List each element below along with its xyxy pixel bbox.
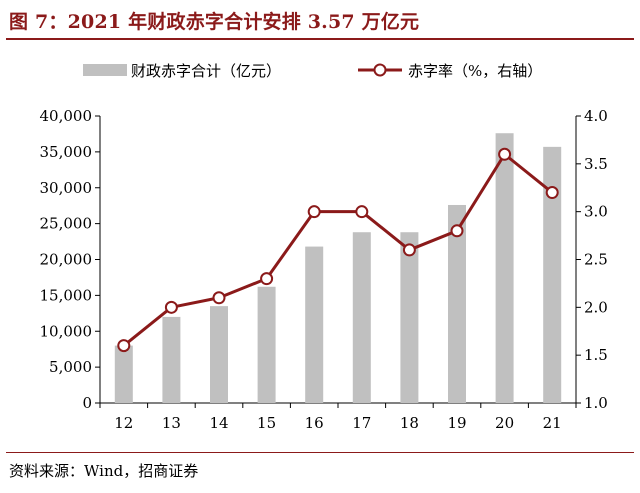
line-point [355, 205, 369, 219]
y-left-tick-label: 35,000 [40, 143, 93, 161]
legend-bar-swatch [83, 64, 127, 76]
bar [495, 133, 514, 403]
y-left-tick-label: 30,000 [40, 179, 93, 197]
line-path [122, 152, 554, 347]
x-tick-label: 13 [162, 414, 181, 432]
line-point [164, 300, 178, 314]
line-point [498, 147, 512, 161]
bar [210, 306, 228, 403]
title-divider [6, 38, 634, 40]
x-tick-label: 20 [495, 414, 514, 432]
y-right-tick-label: 2.5 [584, 251, 608, 269]
x-tick-label: 16 [305, 414, 324, 432]
line-point [402, 243, 416, 257]
bar [448, 204, 466, 403]
line-point [307, 205, 321, 219]
y-left-tick-label: 10,000 [40, 322, 93, 340]
y-right-tick-label: 1.0 [584, 394, 608, 412]
line-point [545, 186, 559, 200]
chart-title: 图 7：2021 年财政赤字合计安排 3.57 万亿元 [9, 11, 420, 33]
y-left-tick-label: 15,000 [40, 286, 93, 304]
legend-line-label: 赤字率（%，右轴） [408, 62, 542, 80]
legend-line-marker [373, 63, 387, 77]
y-right-tick-label: 1.5 [584, 346, 608, 364]
x-tick-label: 17 [352, 414, 371, 432]
x-tick-label: 14 [209, 414, 228, 432]
bar [162, 316, 181, 403]
y-right-tick-label: 2.0 [584, 298, 608, 316]
y-left-tick-label: 0 [82, 394, 92, 412]
source-note: 资料来源：Wind，招商证券 [9, 462, 199, 480]
bar [400, 232, 419, 403]
x-tick-label: 18 [400, 414, 419, 432]
y-left-tick-label: 20,000 [40, 251, 93, 269]
bar [114, 345, 133, 403]
line-point [260, 272, 274, 286]
y-right-tick-label: 3.5 [584, 155, 608, 173]
y-left-tick-label: 40,000 [40, 107, 93, 125]
line-point [212, 291, 226, 305]
bar [543, 146, 562, 404]
line-series [117, 147, 559, 353]
y-left-tick-label: 25,000 [40, 215, 93, 233]
legend: 财政赤字合计（亿元） 赤字率（%，右轴） [83, 62, 542, 80]
bar [305, 246, 324, 403]
x-tick-label: 21 [543, 414, 562, 432]
bar [352, 232, 371, 403]
line-point [117, 339, 131, 353]
y-left-tick-label: 5,000 [49, 358, 92, 376]
bar-series [114, 133, 562, 404]
y-right-tick-label: 4.0 [584, 107, 608, 125]
x-tick-label: 12 [114, 414, 133, 432]
x-tick-label: 15 [257, 414, 276, 432]
bar [257, 286, 276, 403]
legend-bar-label: 财政赤字合计（亿元） [131, 62, 281, 80]
x-tick-label: 19 [447, 414, 466, 432]
y-right-tick-label: 3.0 [584, 203, 608, 221]
source-divider [6, 452, 634, 453]
line-point [450, 224, 464, 238]
